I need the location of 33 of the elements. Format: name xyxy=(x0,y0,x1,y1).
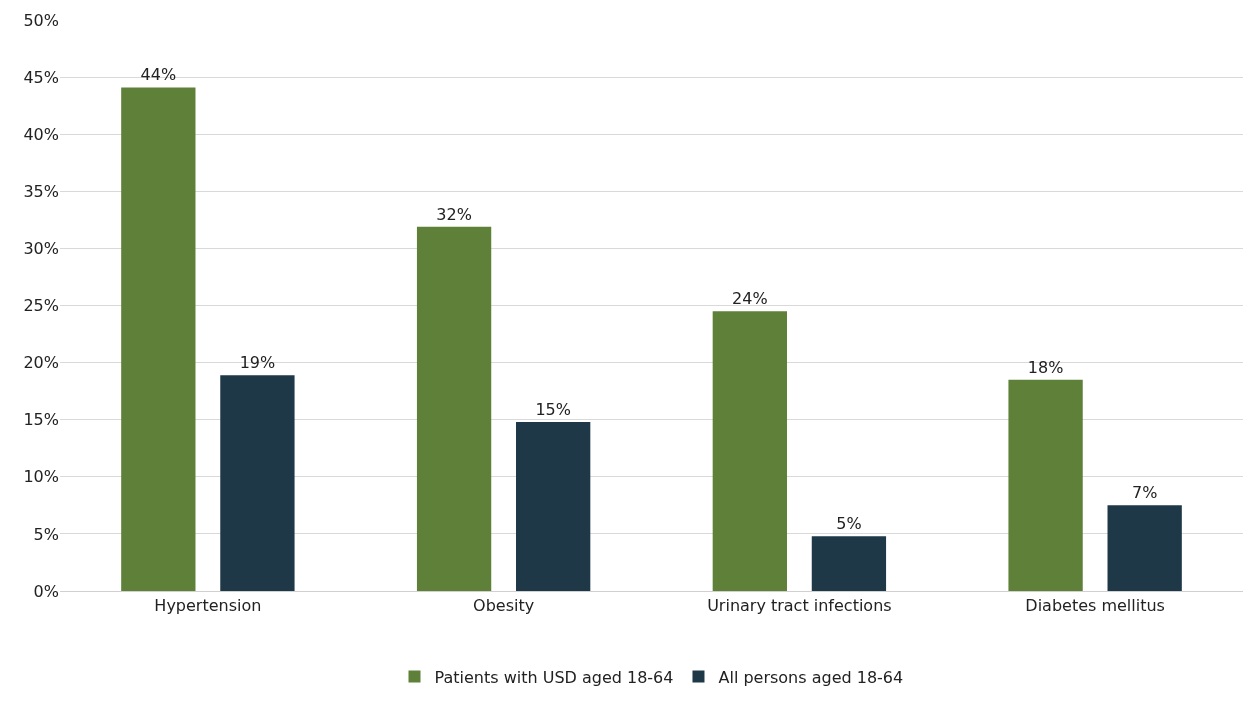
bar xyxy=(220,375,295,591)
legend-label: Patients with USD aged 18-64 xyxy=(434,667,674,687)
x-tick-label: Obesity xyxy=(473,596,535,616)
bar xyxy=(416,226,492,591)
bar xyxy=(1008,379,1083,591)
bar xyxy=(516,421,591,591)
x-tick-label: Hypertension xyxy=(154,596,262,616)
data-label: 18% xyxy=(1027,357,1064,377)
data-label: 5% xyxy=(836,514,862,534)
bar xyxy=(811,536,887,591)
y-tick-label: 10% xyxy=(23,467,59,487)
y-tick-label: 30% xyxy=(23,239,59,258)
bar xyxy=(1107,505,1182,591)
y-tick-label: 5% xyxy=(33,524,59,544)
bar xyxy=(121,87,196,591)
data-label: 19% xyxy=(239,353,276,373)
y-tick-label: 20% xyxy=(23,353,59,373)
data-label: 24% xyxy=(732,289,768,309)
y-tick-label: 0% xyxy=(33,581,59,601)
y-tick-label: 40% xyxy=(23,124,59,144)
x-tick-label: Urinary tract infections xyxy=(707,596,892,616)
y-tick-label: 15% xyxy=(23,410,59,430)
y-tick-label: 45% xyxy=(23,67,59,87)
y-tick-label: 35% xyxy=(23,181,59,201)
data-label: 44% xyxy=(140,65,177,85)
x-tick-label: Diabetes mellitus xyxy=(1025,596,1165,616)
bar xyxy=(712,311,787,591)
y-tick-label: 25% xyxy=(23,296,59,316)
data-label: 32% xyxy=(436,204,472,224)
legend-label: All persons aged 18-64 xyxy=(718,667,904,687)
data-label: 15% xyxy=(535,399,571,419)
y-tick-label: 50% xyxy=(23,10,59,30)
data-label: 7% xyxy=(1131,483,1158,503)
